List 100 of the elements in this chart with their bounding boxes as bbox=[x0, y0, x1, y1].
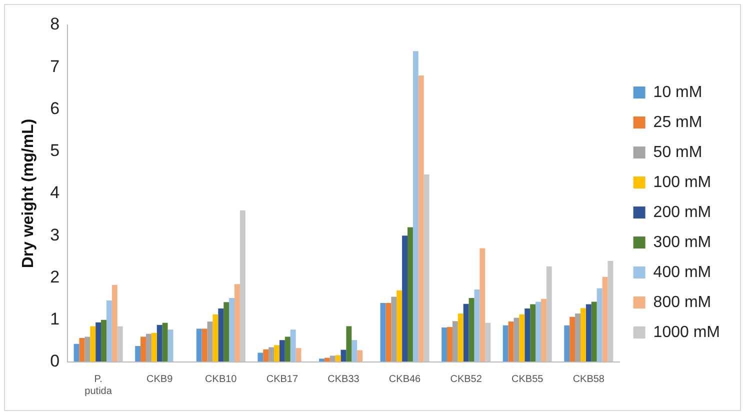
bar bbox=[202, 328, 208, 362]
x-tick-label: CKB10 bbox=[205, 374, 238, 385]
bar bbox=[524, 308, 530, 362]
bar bbox=[135, 346, 141, 362]
x-tick-label: CKB55 bbox=[512, 374, 544, 385]
legend-label: 1000 mM bbox=[653, 324, 720, 341]
bar bbox=[146, 334, 152, 362]
legend-label: 800 mM bbox=[653, 294, 712, 311]
bar bbox=[117, 326, 123, 362]
bar bbox=[330, 356, 336, 362]
x-tick-label: CKB52 bbox=[450, 374, 482, 385]
bar bbox=[96, 322, 102, 362]
bar bbox=[224, 302, 230, 362]
y-tick-label: 0 bbox=[50, 352, 60, 371]
bar bbox=[90, 326, 96, 362]
legend-label: 300 mM bbox=[653, 234, 712, 251]
bar bbox=[274, 345, 280, 362]
bar bbox=[596, 288, 602, 362]
bar bbox=[508, 322, 514, 362]
y-tick-label: 4 bbox=[50, 183, 60, 202]
bar bbox=[212, 314, 218, 362]
legend-label: 100 mM bbox=[653, 174, 712, 191]
bar bbox=[112, 284, 118, 362]
bar bbox=[396, 290, 402, 362]
bar bbox=[452, 321, 458, 362]
bar bbox=[412, 51, 418, 362]
bar bbox=[586, 304, 592, 362]
y-tick-label: 8 bbox=[50, 14, 60, 34]
x-tick-label: CKB9 bbox=[146, 374, 174, 385]
x-tick-label: CKB58 bbox=[572, 374, 605, 385]
y-tick-label: 5 bbox=[50, 141, 60, 160]
bar bbox=[442, 327, 447, 362]
bar bbox=[602, 276, 608, 362]
bar bbox=[502, 325, 508, 362]
bar bbox=[258, 352, 264, 362]
y-tick-label: 3 bbox=[50, 225, 60, 244]
bar bbox=[318, 358, 324, 362]
legend-label: 50 mM bbox=[653, 144, 702, 161]
bar bbox=[418, 76, 424, 362]
bar bbox=[340, 350, 346, 362]
bar bbox=[570, 316, 576, 362]
bar bbox=[140, 336, 146, 362]
bar bbox=[447, 327, 452, 362]
bar bbox=[468, 298, 474, 362]
legend-label: 10 mM bbox=[653, 84, 702, 101]
bar bbox=[380, 303, 386, 362]
bar bbox=[151, 332, 157, 362]
bar bbox=[279, 340, 285, 362]
bar bbox=[74, 344, 80, 362]
bar bbox=[608, 260, 614, 362]
legend-label: 25 mM bbox=[653, 114, 702, 131]
bar bbox=[485, 322, 491, 362]
bar bbox=[463, 304, 469, 362]
bar bbox=[284, 336, 290, 362]
bar bbox=[79, 338, 85, 362]
legend-label: 200 mM bbox=[653, 204, 712, 221]
bar bbox=[162, 322, 168, 362]
bar bbox=[101, 320, 106, 362]
legend-label: 400 mM bbox=[653, 264, 712, 281]
bar bbox=[514, 318, 520, 362]
bar bbox=[391, 296, 397, 362]
bar bbox=[229, 298, 235, 362]
bar bbox=[546, 266, 552, 362]
bar bbox=[290, 330, 296, 362]
y-tick-label: 2 bbox=[50, 267, 60, 286]
x-tick-label: CKB33 bbox=[328, 374, 360, 385]
bar bbox=[296, 348, 302, 362]
bar bbox=[268, 347, 274, 362]
bar bbox=[196, 328, 202, 362]
bar bbox=[575, 314, 580, 362]
bar bbox=[346, 326, 352, 362]
bar bbox=[591, 302, 597, 362]
y-tick-label: 7 bbox=[50, 56, 60, 76]
y-tick-label: 1 bbox=[50, 310, 60, 329]
bar bbox=[408, 227, 413, 362]
bar bbox=[530, 304, 536, 362]
x-tick-label: CKB46 bbox=[388, 374, 422, 385]
bar bbox=[168, 330, 174, 362]
bar bbox=[386, 303, 392, 362]
bar bbox=[352, 340, 358, 362]
bar bbox=[156, 324, 162, 362]
bar bbox=[458, 314, 464, 362]
bar bbox=[324, 358, 330, 362]
bar bbox=[240, 210, 246, 362]
bar bbox=[424, 174, 430, 362]
bar bbox=[106, 300, 112, 362]
bar bbox=[207, 322, 213, 362]
x-tick-label: P. putida bbox=[84, 374, 112, 397]
y-tick-label: 6 bbox=[50, 98, 60, 118]
bar bbox=[474, 290, 480, 362]
bar bbox=[84, 336, 90, 362]
bar bbox=[580, 308, 586, 362]
bar bbox=[218, 308, 224, 362]
bar bbox=[335, 355, 341, 362]
bar bbox=[564, 325, 570, 362]
bar bbox=[519, 314, 525, 362]
bar bbox=[402, 236, 408, 362]
bar bbox=[234, 284, 240, 362]
bar bbox=[263, 349, 269, 362]
bar bbox=[357, 350, 363, 362]
